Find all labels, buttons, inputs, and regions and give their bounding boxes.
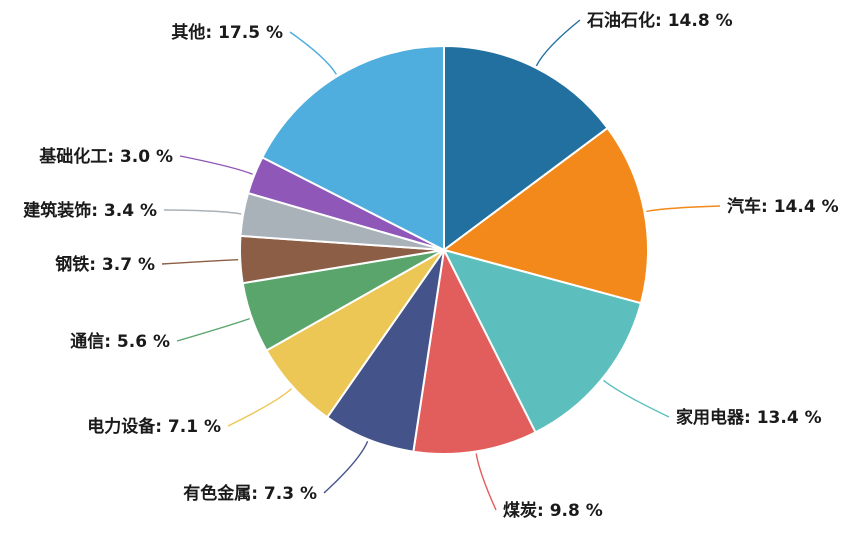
leader-line-10	[179, 155, 253, 175]
slice-label-2: 汽车: 14.4 %	[727, 196, 839, 217]
pie-slice-4	[412, 249, 537, 455]
pie-slice-1	[443, 45, 609, 251]
slice-label-7: 通信: 5.6 %	[70, 331, 170, 352]
leader-line-5	[323, 441, 369, 494]
slice-label-5: 有色金属: 7.3 %	[183, 483, 317, 504]
pie-slices	[239, 45, 649, 455]
leader-line-3	[603, 379, 670, 418]
slice-label-11: 其他: 17.5 %	[171, 22, 283, 43]
leader-line-11	[289, 31, 337, 75]
slice-label-10: 基础化工: 3.0 %	[38, 146, 173, 167]
slice-label-4: 煤炭: 9.8 %	[503, 500, 603, 521]
slice-label-8: 钢铁: 3.7 %	[55, 254, 155, 275]
pie-slice-3	[443, 249, 642, 434]
pie-slice-2	[443, 127, 649, 305]
slice-labels: 石油石化: 14.8 % 汽车: 14.4 % 家用电器: 13.4 % 煤炭: 9.…	[23, 10, 838, 521]
slice-label-9: 建筑装饰: 3.4 %	[23, 200, 157, 221]
leader-line-6	[227, 388, 293, 427]
leader-line-9	[163, 209, 242, 215]
leader-line-4	[475, 453, 497, 511]
slice-label-6: 电力设备: 7.1 %	[87, 416, 221, 437]
leader-line-8	[161, 259, 239, 265]
slice-label-3: 家用电器: 13.4 %	[676, 407, 822, 428]
leader-lines	[161, 19, 721, 511]
leader-line-1	[535, 19, 581, 67]
slice-label-1: 石油石化: 14.8 %	[586, 10, 733, 31]
pie-slice-11	[261, 45, 445, 251]
leader-line-2	[646, 205, 721, 213]
leader-line-7	[176, 317, 250, 342]
